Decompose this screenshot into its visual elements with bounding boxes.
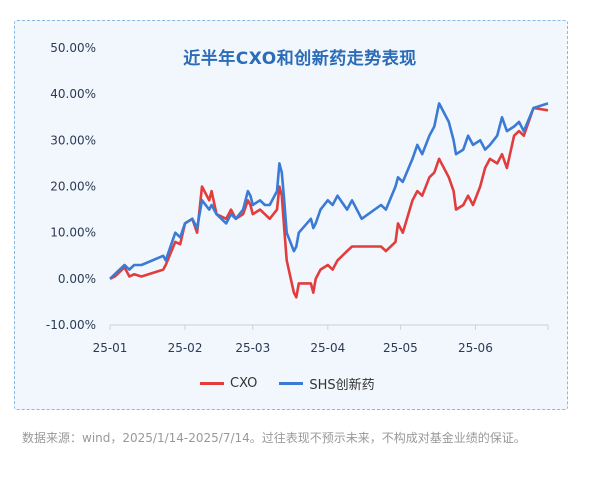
chart-card — [14, 20, 568, 410]
y-tick-label: 30.00% — [50, 133, 96, 147]
x-tick-label: 25-06 — [458, 341, 493, 355]
y-tick-label: 10.00% — [50, 226, 96, 240]
x-tick-label: 25-02 — [168, 341, 203, 355]
x-axis: 25-01 25-02 25-03 25-04 25-05 25-06 — [93, 324, 549, 355]
legend-label-cxo: CXO — [230, 376, 258, 391]
y-tick-label: -10.00% — [46, 318, 96, 332]
x-tick-label: 25-03 — [235, 341, 270, 355]
chart-title: 近半年CXO和创新药走势表现 — [183, 49, 417, 69]
y-axis: -10.00% 0.00% 10.00% 20.00% 30.00% 40.00% 50.0… — [46, 41, 96, 332]
x-tick-label: 25-04 — [310, 341, 345, 355]
footnote: 数据来源：wind，2025/1/14-2025/7/14。过往表现不预示未来，… — [22, 431, 526, 445]
legend-swatch-cxo — [200, 382, 224, 385]
y-tick-label: 50.00% — [50, 41, 96, 55]
x-tick-label: 25-01 — [93, 341, 128, 355]
legend-item-cxo: CXO — [200, 376, 257, 391]
y-tick-label: 40.00% — [50, 87, 96, 101]
legend-label-shs: SHS创新药 — [309, 378, 375, 393]
legend: CXO SHS创新药 — [200, 374, 375, 393]
series-line-cxo — [109, 106, 549, 299]
series-line-shs — [109, 102, 549, 280]
legend-swatch-shs — [279, 382, 304, 385]
y-tick-label: 0.00% — [58, 272, 96, 286]
legend-item-shs: SHS创新药 — [279, 374, 375, 393]
series-lines — [109, 102, 549, 299]
x-tick-label: 25-05 — [383, 341, 418, 355]
y-tick-label: 20.00% — [50, 180, 96, 194]
